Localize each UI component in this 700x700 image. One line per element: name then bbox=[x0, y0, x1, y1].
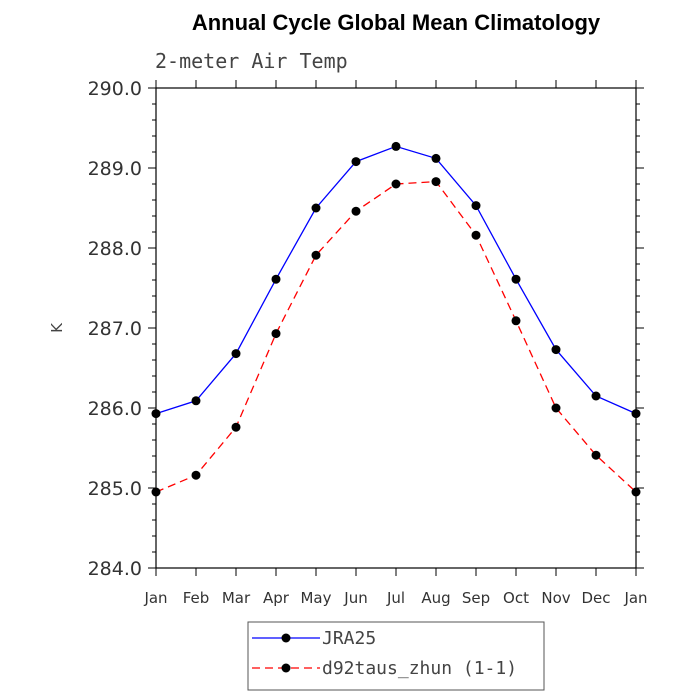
series-line-2 bbox=[155, 180, 637, 493]
series-1-point bbox=[351, 157, 361, 167]
x-tick-label: Jan bbox=[143, 589, 167, 607]
series-2-point bbox=[391, 179, 401, 189]
series-2-point bbox=[631, 487, 641, 497]
series-2-point bbox=[471, 230, 481, 240]
x-tick-label: Jul bbox=[386, 589, 405, 607]
series-2-point bbox=[431, 177, 441, 187]
series-1-point bbox=[391, 141, 401, 151]
x-tick-label: Oct bbox=[503, 589, 529, 607]
legend-marker-2 bbox=[281, 663, 291, 673]
y-tick-label: 288.0 bbox=[88, 238, 142, 260]
series-2-point bbox=[311, 250, 321, 260]
y-tick-label: 285.0 bbox=[88, 478, 142, 500]
x-tick-label: Jun bbox=[343, 589, 367, 607]
series-2-point bbox=[591, 450, 601, 460]
chart-title: Annual Cycle Global Mean Climatology bbox=[192, 10, 601, 35]
legend-label-2: d92taus_zhun (1-1) bbox=[322, 658, 517, 679]
x-tick-label: Nov bbox=[541, 589, 570, 607]
series-1-point bbox=[271, 274, 281, 284]
series-1-point bbox=[511, 274, 521, 284]
y-axis-label: K bbox=[48, 322, 66, 333]
series-1-point bbox=[191, 396, 201, 406]
series-1-point bbox=[231, 349, 241, 359]
series-2-point bbox=[191, 470, 201, 480]
y-tick-label: 284.0 bbox=[88, 558, 142, 580]
legend: JRA25 d92taus_zhun (1-1) bbox=[247, 621, 545, 691]
y-tick-label: 289.0 bbox=[88, 158, 142, 180]
series-1-point bbox=[631, 409, 641, 419]
series-1-point bbox=[551, 345, 561, 355]
chart-subtitle: 2-meter Air Temp bbox=[155, 49, 348, 73]
series-2-point bbox=[511, 316, 521, 326]
series-2-point bbox=[351, 206, 361, 216]
x-tick-label: Apr bbox=[263, 589, 290, 607]
series-1-point bbox=[471, 201, 481, 211]
legend-marker-1 bbox=[281, 633, 291, 643]
y-tick-label: 290.0 bbox=[88, 78, 142, 100]
x-tick-label: May bbox=[300, 589, 331, 607]
series-2-point bbox=[551, 403, 561, 413]
x-tick-label: Aug bbox=[421, 589, 450, 607]
series-1-point bbox=[591, 391, 601, 401]
series-2-point bbox=[231, 422, 241, 432]
series-1-point bbox=[151, 409, 161, 419]
series-layer bbox=[151, 141, 641, 497]
legend-label-1: JRA25 bbox=[322, 628, 376, 649]
y-tick-label: 286.0 bbox=[88, 398, 142, 420]
series-1-point bbox=[311, 203, 321, 213]
series-2-point bbox=[151, 487, 161, 497]
series-2-point bbox=[271, 329, 281, 339]
x-tick-label: Sep bbox=[462, 589, 490, 607]
series-1-point bbox=[431, 153, 441, 163]
x-tick-label: Dec bbox=[581, 589, 610, 607]
x-tick-label: Jan bbox=[623, 589, 647, 607]
legend-box bbox=[247, 621, 545, 691]
x-tick-label: Feb bbox=[183, 589, 210, 607]
y-tick-label: 287.0 bbox=[88, 318, 142, 340]
axes: 284.0 285.0 286.0 287.0 288.0 289.0 290.0 Jan Fe… bbox=[88, 78, 648, 607]
x-tick-label: Mar bbox=[222, 589, 251, 607]
plot-frame bbox=[155, 87, 637, 569]
